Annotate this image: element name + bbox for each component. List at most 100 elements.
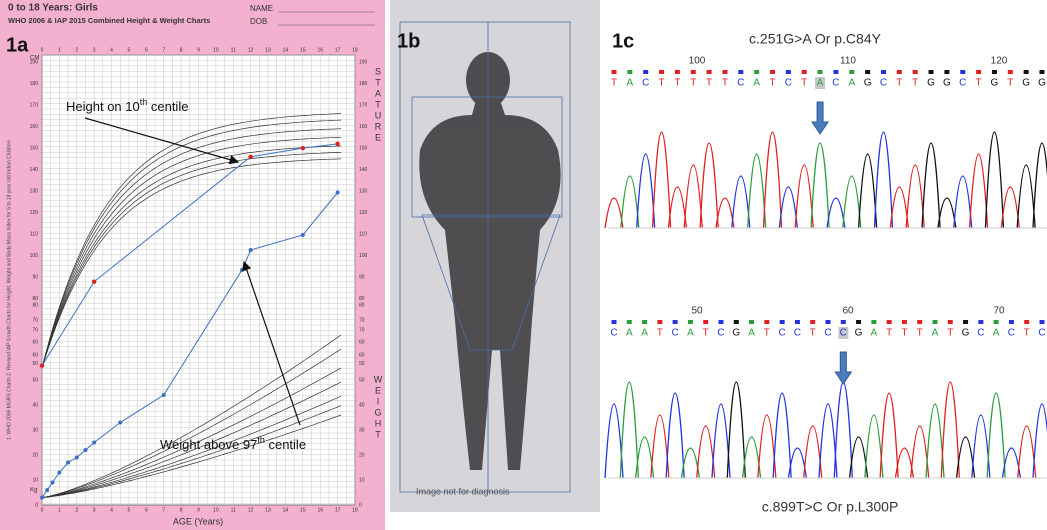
base-tick: [779, 320, 785, 324]
base-tick: [993, 320, 999, 324]
peak: [905, 164, 925, 229]
base-tick: [657, 320, 663, 324]
base-tick: [611, 320, 617, 324]
base-tick: [626, 320, 632, 324]
peak: [620, 175, 640, 229]
height-point: [248, 154, 253, 159]
y-tick-label: 60: [359, 352, 365, 358]
weight-point: [92, 440, 97, 445]
x-axis-label: AGE (Years): [173, 516, 223, 526]
base-tick: [932, 320, 938, 324]
annotation-sup: th: [140, 97, 148, 107]
y-tick-label: 0: [35, 502, 38, 508]
base-call: G: [1038, 78, 1046, 89]
peak: [604, 197, 624, 229]
base-tick: [810, 320, 816, 324]
base-tick: [896, 70, 902, 74]
x-tick-label: 12: [248, 507, 254, 513]
x-tick-label: 6: [145, 507, 148, 513]
centile-curve: [41, 145, 342, 368]
peak: [665, 392, 685, 479]
base-tick: [849, 70, 855, 74]
y-tick-label: 100: [359, 253, 368, 259]
peak: [711, 403, 731, 479]
x-tick-label: 18: [352, 507, 358, 513]
peak: [984, 131, 1005, 229]
base-call: A: [993, 328, 1000, 339]
base-tick: [825, 320, 831, 324]
y-tick-label: 140: [359, 167, 368, 173]
base-call: T: [947, 328, 953, 339]
base-tick: [672, 320, 678, 324]
y-tick-label: 160: [359, 124, 368, 130]
peak: [772, 392, 792, 479]
grid: [41, 54, 356, 505]
peak: [731, 175, 751, 229]
x-tick-label: 10: [213, 47, 219, 53]
base-tick: [917, 320, 923, 324]
base-tick: [928, 70, 934, 74]
x-tick-label: 11: [231, 47, 236, 53]
base-tick: [674, 70, 680, 74]
peak: [650, 414, 670, 479]
x-tick-label: 5: [128, 507, 131, 513]
weight-point: [74, 455, 79, 460]
x-tick-label: 8: [180, 507, 183, 513]
y-tick-label: 40: [32, 402, 38, 408]
annotation-text: centile: [147, 99, 188, 114]
weight-point: [83, 448, 88, 452]
peak: [971, 414, 991, 479]
weight-point: [57, 470, 62, 475]
base-tick: [947, 320, 953, 324]
weight-point: [40, 495, 44, 500]
position-label: 100: [689, 56, 706, 67]
centile-curve: [41, 158, 342, 368]
base-call: A: [641, 328, 648, 339]
panel-label: 1c: [612, 30, 634, 52]
centile-curve: [41, 334, 342, 498]
base-tick: [642, 320, 648, 324]
peak: [940, 381, 960, 479]
peak: [762, 131, 783, 229]
y-tick-label: 170: [30, 102, 39, 108]
trace-title: c.899T>C Or p.L300P: [762, 499, 899, 515]
y-tick-label: 190: [30, 59, 39, 65]
peak: [953, 175, 973, 229]
base-tick: [944, 70, 950, 74]
y-tick-label: 120: [30, 210, 39, 216]
peak: [826, 197, 846, 229]
base-tick: [1023, 70, 1029, 74]
x-tick-label: 13: [265, 507, 271, 513]
y-tick-label: 90: [32, 275, 38, 281]
peak: [747, 153, 767, 229]
base-call: T: [769, 78, 775, 89]
base-call: T: [706, 78, 712, 89]
y-tick-label: 20: [359, 452, 365, 458]
axis-letter: A: [375, 88, 381, 98]
x-tick-label: 17: [335, 47, 341, 53]
position-label: 60: [842, 306, 854, 317]
base-tick: [976, 70, 982, 74]
y-tick-label: 130: [30, 189, 39, 195]
base-call: T: [657, 328, 663, 339]
x-tick-label: 15: [300, 47, 306, 53]
peak: [810, 142, 830, 229]
peak: [921, 142, 941, 229]
base-call: T: [801, 78, 807, 89]
centile-curve: [41, 348, 342, 498]
y-tick-label: 70: [359, 327, 365, 333]
x-tick-label: 4: [110, 47, 113, 53]
base-tick: [960, 70, 966, 74]
peak: [1016, 164, 1036, 229]
peak: [864, 414, 884, 479]
y-tick-label: 170: [359, 102, 368, 108]
peak: [937, 197, 957, 229]
base-call: T: [674, 78, 680, 89]
peak: [925, 403, 945, 479]
height-unit: CM: [30, 56, 39, 62]
base-tick: [738, 70, 744, 74]
chart-subtitle: WHO 2006 & IAP 2015 Combined Height & We…: [8, 16, 210, 25]
x-tick-label: 1: [58, 47, 61, 53]
base-call: T: [886, 328, 892, 339]
